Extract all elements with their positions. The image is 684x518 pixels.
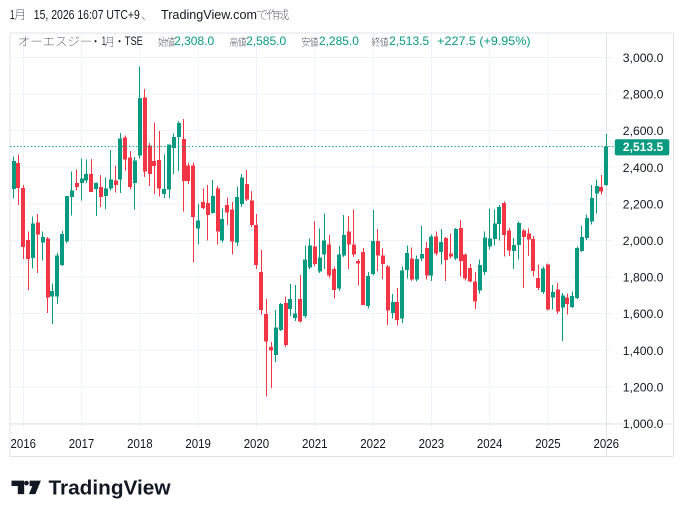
svg-text:1,400.0: 1,400.0: [623, 344, 664, 358]
svg-text:2018: 2018: [127, 436, 153, 451]
svg-text:2022: 2022: [360, 436, 386, 451]
svg-text:2019: 2019: [185, 436, 211, 451]
svg-text:1,200.0: 1,200.0: [623, 380, 664, 394]
svg-text:2,400.0: 2,400.0: [623, 161, 664, 175]
svg-text:2024: 2024: [477, 436, 503, 451]
svg-text:1,800.0: 1,800.0: [623, 271, 664, 285]
svg-text:15, 2026 16:07 UTC+9: 15, 2026 16:07 UTC+9: [34, 7, 140, 22]
svg-text:TradingView: TradingView: [49, 477, 171, 500]
svg-text:2,285.0: 2,285.0: [319, 34, 359, 48]
svg-text:1,600.0: 1,600.0: [623, 307, 664, 321]
svg-text:2016: 2016: [11, 436, 37, 451]
svg-text:2021: 2021: [302, 436, 328, 451]
svg-text:2,600.0: 2,600.0: [623, 124, 664, 138]
svg-text:2,308.0: 2,308.0: [174, 34, 214, 48]
svg-text:2,513.5: 2,513.5: [389, 34, 429, 48]
svg-text:TradingView.com: TradingView.com: [161, 7, 257, 22]
svg-text:2,513.5: 2,513.5: [623, 140, 664, 154]
svg-text:1,000.0: 1,000.0: [623, 417, 664, 431]
svg-text:2,585.0: 2,585.0: [246, 34, 286, 48]
svg-text:2026: 2026: [594, 436, 620, 451]
svg-text:2,200.0: 2,200.0: [623, 197, 664, 211]
svg-text:2020: 2020: [244, 436, 270, 451]
svg-text:1: 1: [10, 7, 15, 22]
svg-text:+227.5 (+9.95%): +227.5 (+9.95%): [437, 34, 530, 48]
svg-text:2,800.0: 2,800.0: [623, 88, 664, 102]
svg-text:2025: 2025: [535, 436, 561, 451]
svg-text:2,000.0: 2,000.0: [623, 234, 664, 248]
svg-text:TSE: TSE: [125, 34, 143, 48]
svg-text:1: 1: [102, 34, 106, 48]
svg-text:2017: 2017: [69, 436, 95, 451]
svg-text:3,000.0: 3,000.0: [623, 51, 664, 65]
svg-text:2023: 2023: [419, 436, 445, 451]
